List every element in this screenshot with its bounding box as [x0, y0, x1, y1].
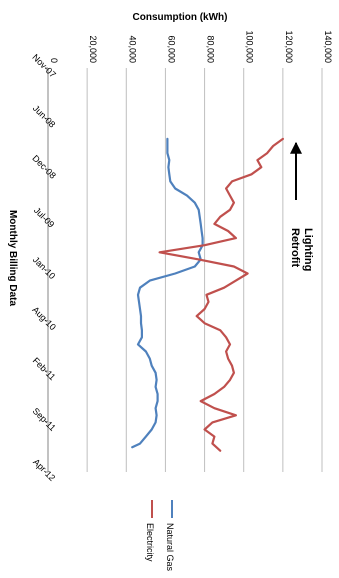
- time-tick-label: Sep-11: [31, 406, 58, 433]
- time-tick-label: Feb-11: [31, 355, 58, 382]
- x-axis-title: Monthly Billing Data: [7, 210, 18, 307]
- value-tick-label: 20,000: [88, 35, 98, 63]
- value-tick-label: 40,000: [127, 35, 137, 63]
- time-tick-label: Nov-07: [30, 52, 58, 80]
- lighting-retrofit-annotation: Lighting Retrofit: [289, 141, 314, 271]
- annotation-label-line-1: Lighting: [302, 228, 314, 271]
- axes: [45, 67, 49, 473]
- time-tick-label: Dec-08: [30, 153, 58, 181]
- time-tick-label: Jul-09: [32, 205, 56, 229]
- time-tick-label: Jun-08: [31, 103, 58, 130]
- legend-label-electricity: Electricity: [145, 523, 155, 562]
- value-tick-label: 140,000: [323, 30, 333, 63]
- value-tick-label: 0: [49, 58, 59, 63]
- time-tick-label: Jan-10: [31, 255, 58, 282]
- value-tick-label: 120,000: [284, 30, 294, 63]
- legend-label-natural-gas: Natural Gas: [165, 523, 175, 572]
- series-line-electricity: [158, 137, 284, 452]
- legend: Natural Gas Electricity: [145, 500, 175, 572]
- series-line-natural-gas: [131, 137, 204, 449]
- annotation-label-line-2: Retrofit: [289, 228, 301, 267]
- value-tick-label: 60,000: [166, 35, 176, 63]
- series-lines: [131, 137, 284, 452]
- gridlines: [86, 68, 323, 472]
- time-tick-label: Apr-12: [31, 457, 57, 483]
- y-axis-title: Consumption (kWh): [133, 12, 228, 23]
- value-tick-label: 100,000: [245, 30, 255, 63]
- time-tick-label: Aug-10: [30, 305, 58, 333]
- value-tick-label: 80,000: [206, 35, 216, 63]
